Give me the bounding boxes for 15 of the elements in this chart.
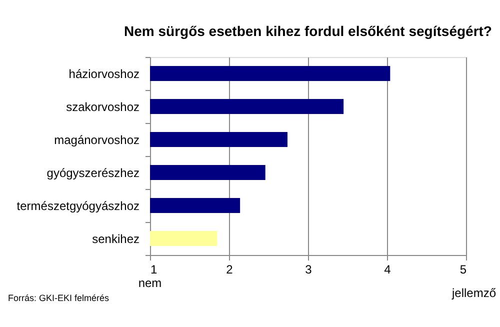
y-tick-label: magánorvoshoz <box>54 133 140 147</box>
text: Forrás: GKI-EKI felmérés <box>8 293 110 303</box>
x-tick-label: 5 <box>460 262 467 276</box>
x-tick-label: 2 <box>226 262 234 276</box>
y-tick-label: háziorvoshoz <box>68 67 140 81</box>
x-tick-label: 3 <box>305 262 312 276</box>
text: nem <box>138 276 162 290</box>
y-tick-label: senkihez <box>92 232 140 246</box>
y-tick-label: szakorvoshoz <box>66 100 140 114</box>
x-tick-label: 4 <box>384 262 392 276</box>
y-tick-label: gyógyszerészhez <box>46 166 140 180</box>
text: jellemző <box>450 286 496 300</box>
y-tick-label: természetgyógyászhoz <box>16 199 140 213</box>
x-tick-label: 1 <box>150 262 158 276</box>
chart-title: Nem sürgős esetben kihez fordul elsőként segítségért? <box>124 23 492 39</box>
